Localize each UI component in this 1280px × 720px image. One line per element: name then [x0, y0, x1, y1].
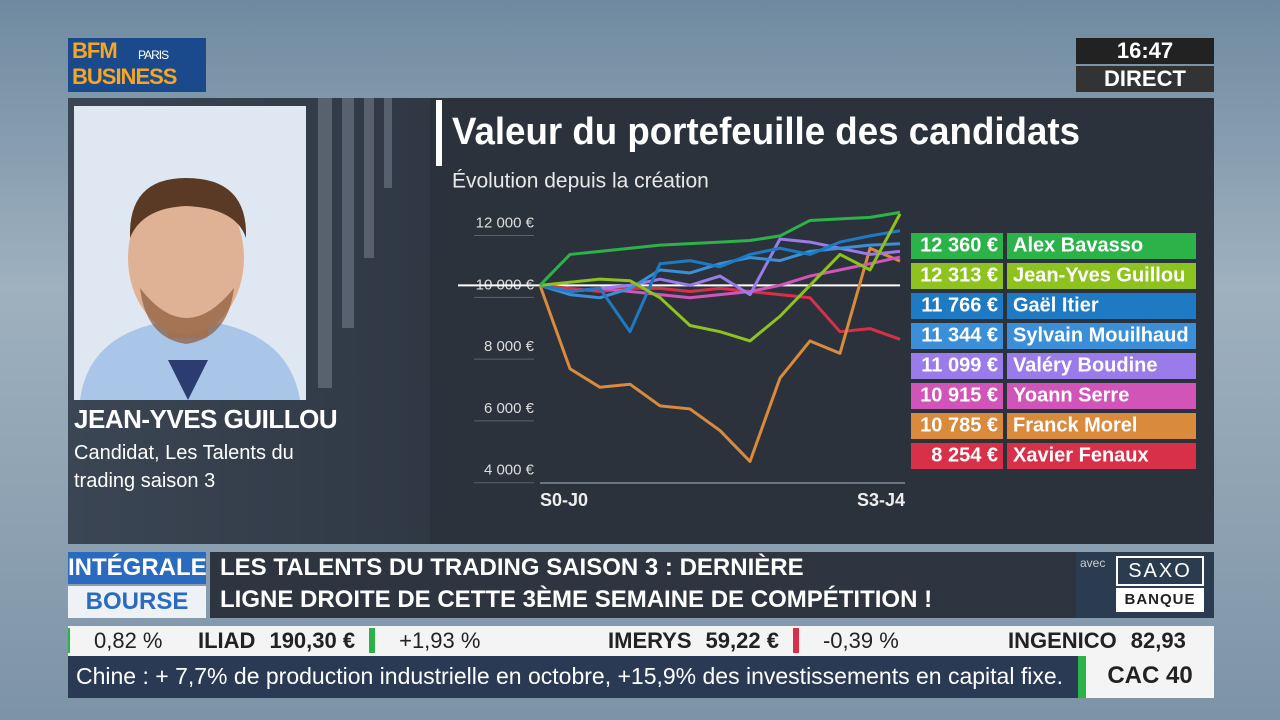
series-line — [538, 246, 901, 463]
headline: LES TALENTS DU TRADING SAISON 3 : DERNIÈ… — [210, 552, 1076, 618]
legend-value: 11 099 € — [921, 354, 998, 376]
legend-value-box — [911, 263, 1003, 289]
legend-value-box — [911, 383, 1003, 409]
legend-value: 11 344 € — [921, 324, 998, 346]
sponsor-bottom: BANQUE — [1116, 588, 1204, 612]
guest-photo-area — [74, 98, 392, 400]
sponsor-with: avec — [1080, 556, 1106, 570]
ticker-price: 82,93 — [1130, 628, 1186, 653]
live-label: DIRECT — [1076, 66, 1214, 92]
x-tick-label: S3-J4 — [857, 490, 905, 510]
chart: Valeur du portefeuille des candidats Évo… — [436, 100, 1196, 510]
guest-name: JEAN-YVES GUILLOU — [74, 404, 338, 434]
legend-value-box — [911, 413, 1003, 439]
legend-value-box — [911, 233, 1003, 259]
legend-name-box — [1007, 263, 1196, 289]
news-crawl: Chine : + 7,7% de production industriell… — [68, 656, 1078, 698]
y-tick-label: 12 000 € — [476, 215, 535, 232]
ticker-name: ILIAD — [198, 628, 256, 653]
legend-name: Yoann Serre — [1013, 384, 1129, 406]
legend-name-box — [1007, 353, 1196, 379]
series-line — [539, 229, 901, 334]
legend-name: Alex Bavasso — [1013, 234, 1143, 256]
legend-value-box — [911, 443, 1003, 469]
banner-tag: INTÉGRALE BOURSE — [68, 552, 207, 618]
ticker-item: IMERYS 59,22 € -0,39 % — [608, 626, 913, 656]
logo-top: BFM — [72, 38, 118, 63]
legend-value: 11 766 € — [921, 294, 998, 316]
headline-line: LIGNE DROITE DE CETTE 3ÈME SEMAINE DE CO… — [220, 586, 933, 613]
legend-name: Franck Morel — [1013, 414, 1137, 436]
legend-value: 10 915 € — [920, 384, 998, 406]
headline-line: LES TALENTS DU TRADING SAISON 3 : DERNIÈ… — [220, 554, 804, 581]
y-tick-label: 6 000 € — [484, 400, 535, 417]
sponsor: avec SAXO BANQUE — [1076, 552, 1214, 618]
channel-logo: BFM PARIS BUSINESS — [68, 38, 206, 92]
legend-name-box — [1007, 233, 1196, 259]
ticker-name: INGENICO — [1008, 628, 1117, 653]
chart-background — [430, 98, 1214, 544]
ticker-item: INGENICO 82,93 — [1008, 626, 1200, 656]
sponsor-top: SAXO — [1116, 556, 1204, 586]
ticker-change: 0,82 % — [68, 628, 163, 653]
legend-value: 8 254 € — [931, 444, 998, 466]
legend-name: Sylvain Mouilhaud — [1013, 324, 1189, 346]
legend-name-box — [1007, 293, 1196, 319]
tag-top: INTÉGRALE — [68, 552, 207, 584]
legend-value: 12 313 € — [920, 264, 998, 286]
legend-value: 10 785 € — [920, 414, 998, 436]
series-line — [539, 242, 901, 300]
series-line — [539, 283, 901, 341]
index-name: CAC 40 — [1078, 656, 1214, 698]
series-line — [539, 213, 902, 343]
legend-name: Xavier Fenaux — [1013, 444, 1149, 466]
legend-value-box — [911, 323, 1003, 349]
legend-name: Gaël Itier — [1013, 294, 1099, 316]
stock-ticker: 0,82 % ILIAD 190,30 € +1,93 % IMERYS 59,22 € -… — [68, 626, 1214, 656]
legend-name: Valéry Boudine — [1013, 354, 1158, 376]
tag-bottom: BOURSE — [68, 586, 206, 618]
legend-name: Jean-Yves Guillou — [1013, 264, 1185, 286]
series-line — [538, 210, 901, 287]
chart-title: Valeur du portefeuille des candidats — [452, 111, 1080, 153]
ticker-change: +1,93 % — [369, 628, 481, 653]
guest-role: trading saison 3 — [74, 470, 216, 492]
y-tick-label: 4 000 € — [484, 462, 535, 479]
legend-value: 12 360 € — [920, 234, 998, 256]
ticker-name: IMERYS — [608, 628, 692, 653]
ticker-price: 190,30 € — [269, 628, 356, 653]
legend-name-box — [1007, 443, 1196, 469]
legend-name-box — [1007, 323, 1196, 349]
ticker-change: -0,39 % — [792, 628, 899, 653]
clock: 16:47 — [1076, 38, 1214, 64]
guest-role: Candidat, Les Talents du — [74, 442, 294, 464]
legend-name-box — [1007, 383, 1196, 409]
chart-subtitle: Évolution depuis la création — [452, 170, 709, 193]
y-tick-label: 8 000 € — [484, 338, 535, 355]
x-tick-label: S0-J0 — [540, 490, 588, 510]
legend-value-box — [911, 353, 1003, 379]
logo-bottom: BUSINESS — [72, 64, 177, 89]
legend-value-box — [911, 293, 1003, 319]
ticker-item: 0,82 % — [68, 626, 177, 656]
ticker-price: 59,22 € — [705, 628, 779, 653]
legend-name-box — [1007, 413, 1196, 439]
logo-city: PARIS — [138, 48, 169, 62]
ticker-item: ILIAD 190,30 € +1,93 % — [198, 626, 494, 656]
